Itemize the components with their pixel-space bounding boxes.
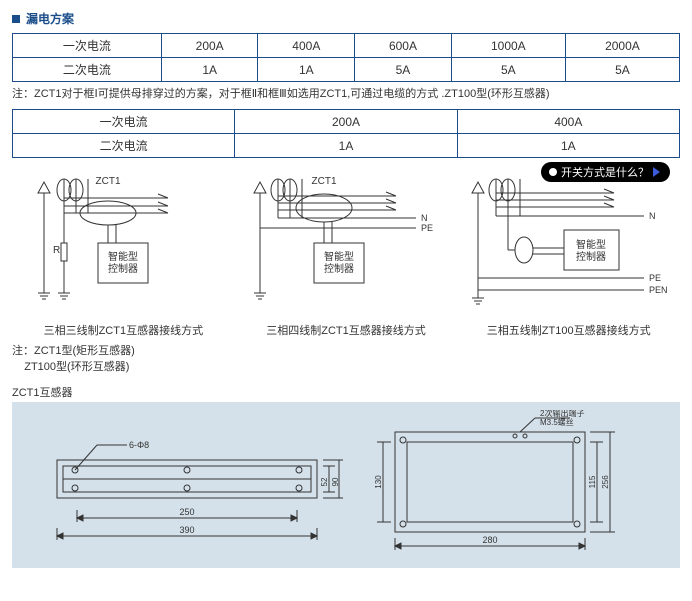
table-row: 二次电流 1A 1A	[13, 134, 680, 158]
dim-52: 52	[320, 477, 329, 486]
zct1-label: ZCT1	[96, 176, 121, 187]
wiring-diagrams-row: ZCT1 R 智能型 控制器 三相三线制ZCT1互感器接线方式	[12, 168, 680, 338]
section-title: 漏电方案	[12, 10, 680, 27]
cell: 1000A	[451, 34, 565, 58]
dim-115: 115	[588, 475, 597, 488]
dim-390: 390	[179, 525, 194, 535]
controller-label-3b: 控制器	[576, 250, 606, 263]
n-label-2: N	[421, 213, 428, 223]
note-1: 注：ZCT1对于框Ⅰ可提供母排穿过的方案，对于框Ⅱ和框Ⅲ如选用ZCT1,可通过电…	[12, 85, 680, 101]
cell: 1A	[258, 58, 355, 82]
callout-dot-icon	[549, 168, 557, 176]
zct1-label-2: ZCT1	[312, 176, 337, 187]
note-2: 注：ZCT1型(矩形互感器) ZT100型(环形互感器)	[12, 342, 680, 374]
cell: 2000A	[565, 34, 679, 58]
diagram-3-svg: N PE PEN 智能型 控制器	[464, 168, 674, 318]
caption-2: 三相四线制ZCT1互感器接线方式	[235, 322, 458, 338]
table-row: 二次电流 1A 1A 5A 5A 5A	[13, 58, 680, 82]
controller-label-1b: 控制器	[108, 262, 138, 275]
pen-label-3: PEN	[649, 285, 668, 295]
r-label: R	[53, 245, 60, 256]
cell: 400A	[258, 34, 355, 58]
cell: 200A	[235, 110, 457, 134]
dim-280: 280	[482, 535, 497, 545]
cell: 二次电流	[13, 58, 162, 82]
terminal-label-1: 2次输出端子	[540, 410, 584, 418]
diagram-1: ZCT1 R 智能型 控制器 三相三线制ZCT1互感器接线方式	[12, 168, 235, 338]
table-primary-secondary-2: 一次电流 200A 400A 二次电流 1A 1A	[12, 109, 680, 158]
caption-1: 三相三线制ZCT1互感器接线方式	[12, 322, 235, 338]
dim-256: 256	[601, 475, 610, 489]
cell: 5A	[451, 58, 565, 82]
cell: 二次电流	[13, 134, 235, 158]
note2-prefix: 注：	[12, 345, 34, 357]
cell: 1A	[161, 58, 258, 82]
caption-3: 三相五线制ZT100互感器接线方式	[457, 322, 680, 338]
controller-label-1a: 智能型	[108, 250, 138, 263]
cell: 600A	[355, 34, 452, 58]
mech-left-svg: 6-Φ8 250 390 52 90	[27, 410, 347, 560]
hole-label: 6-Φ8	[129, 440, 149, 450]
dim-90: 90	[331, 477, 340, 486]
diagram-2: ZCT1 N PE 智能型 控制器 三相四线制ZCT1互感器接线方式	[235, 168, 458, 338]
diagram-2-svg: ZCT1 N PE 智能型 控制器	[246, 168, 446, 318]
cell: 5A	[565, 58, 679, 82]
cell: 400A	[457, 110, 679, 134]
table-row: 一次电流 200A 400A 600A 1000A 2000A	[13, 34, 680, 58]
cell: 200A	[161, 34, 258, 58]
note2-line2: ZT100型(环形互感器)	[24, 361, 129, 373]
diagram-1-svg: ZCT1 R 智能型 控制器	[28, 168, 218, 318]
controller-label-3a: 智能型	[576, 238, 606, 251]
cell: 5A	[355, 58, 452, 82]
cell: 一次电流	[13, 110, 235, 134]
terminal-label-2: M3.5螺丝	[540, 417, 574, 427]
title-text: 漏电方案	[26, 10, 74, 27]
title-square-icon	[12, 15, 20, 23]
zct-heading: ZCT1互感器	[12, 384, 680, 400]
mech-right-svg: 2次输出端子 M3.5螺丝 280 130 115 256	[365, 410, 665, 560]
callout-play-icon	[653, 167, 660, 177]
diagram-3: 开关方式是什么？	[457, 168, 680, 338]
n-label-3: N	[649, 211, 656, 221]
mechanical-drawings: 6-Φ8 250 390 52 90	[12, 402, 680, 568]
note2-line1: ZCT1型(矩形互感器)	[34, 345, 135, 357]
table-row: 一次电流 200A 400A	[13, 110, 680, 134]
controller-label-2b: 控制器	[324, 262, 354, 275]
note-prefix: 注：	[12, 88, 34, 100]
cell: 1A	[235, 134, 457, 158]
cell: 一次电流	[13, 34, 162, 58]
controller-label-2a: 智能型	[324, 250, 354, 263]
note-text: ZCT1对于框Ⅰ可提供母排穿过的方案，对于框Ⅱ和框Ⅲ如选用ZCT1,可通过电缆的…	[34, 88, 550, 100]
pe-label-3: PE	[649, 273, 661, 283]
callout-text: 开关方式是什么？	[561, 164, 649, 180]
cell: 1A	[457, 134, 679, 158]
table-primary-secondary-1: 一次电流 200A 400A 600A 1000A 2000A 二次电流 1A …	[12, 33, 680, 82]
callout-bubble[interactable]: 开关方式是什么？	[541, 162, 670, 182]
pe-label-2: PE	[421, 223, 433, 233]
dim-130: 130	[374, 475, 383, 489]
dim-250: 250	[179, 507, 194, 517]
